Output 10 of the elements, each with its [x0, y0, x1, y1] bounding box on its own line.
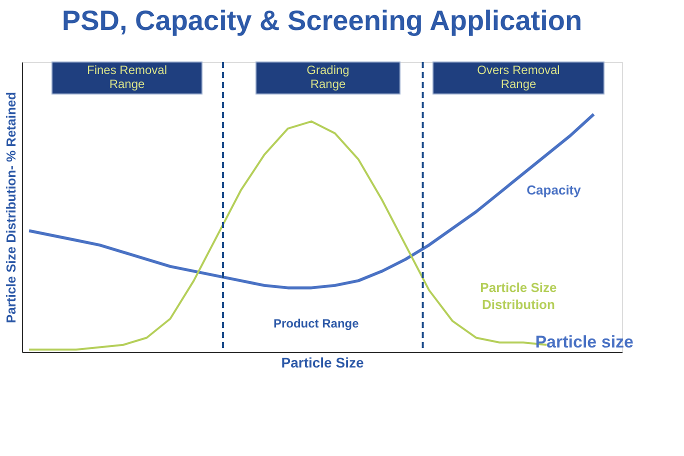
text: Grading Range	[306, 63, 350, 91]
chart-title: PSD, Capacity & Screening Application	[62, 5, 582, 36]
series-label: Particle Size Distribution	[480, 280, 557, 312]
x-axis-title: Particle Size	[281, 354, 364, 370]
annotation: Product Range	[273, 316, 360, 330]
series-label: Capacity	[526, 182, 582, 198]
y-axis-title: Particle Size Distribution- % Retained	[4, 92, 18, 324]
text: Fines Removal Range	[86, 63, 168, 91]
text: Overs Removal Range	[477, 63, 560, 91]
annotation: Particle size	[535, 332, 634, 352]
